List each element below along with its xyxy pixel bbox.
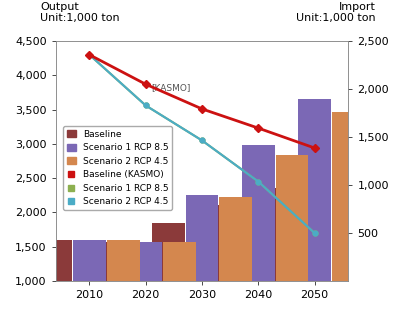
Bar bbox=[129, 242, 162, 315]
Bar bbox=[152, 223, 185, 315]
Text: Unit:1,000 ton: Unit:1,000 ton bbox=[296, 13, 376, 23]
Text: [KASMO]: [KASMO] bbox=[152, 83, 191, 92]
Bar bbox=[265, 188, 297, 315]
Bar bbox=[96, 242, 128, 315]
Text: Import: Import bbox=[339, 2, 376, 12]
Bar bbox=[242, 145, 275, 315]
Text: Output: Output bbox=[40, 2, 79, 12]
Bar bbox=[208, 205, 241, 315]
Bar bbox=[39, 240, 72, 315]
Legend: Baseline, Scenario 1 RCP 8.5, Scenario 2 RCP 4.5, Baseline (KASMO), Scenario 1 R: Baseline, Scenario 1 RCP 8.5, Scenario 2… bbox=[63, 126, 172, 210]
Bar bbox=[73, 240, 106, 315]
Bar bbox=[332, 112, 365, 315]
Text: Unit:1,000 ton: Unit:1,000 ton bbox=[40, 13, 120, 23]
Bar bbox=[185, 195, 219, 315]
Bar bbox=[276, 155, 308, 315]
Bar bbox=[298, 99, 331, 315]
Bar bbox=[219, 197, 252, 315]
Bar bbox=[107, 240, 139, 315]
Bar bbox=[163, 242, 196, 315]
